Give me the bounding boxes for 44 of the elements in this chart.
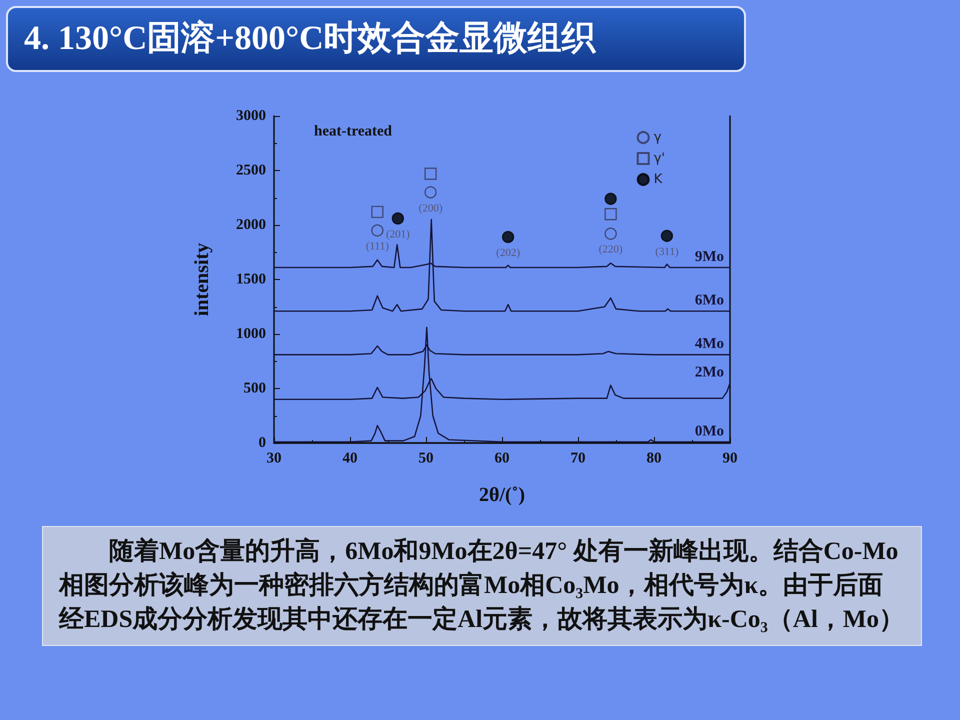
legend-label: γ [654, 130, 662, 145]
series-label: 9Mo [694, 249, 724, 266]
point [604, 228, 617, 240]
series-label: 4Mo [694, 336, 724, 352]
x-tick-label: 60 [494, 450, 510, 466]
series-label: 2Mo [694, 364, 724, 381]
point [502, 230, 514, 244]
x-tick-label: 90 [722, 450, 738, 466]
y-tick-label: 2500 [236, 162, 266, 178]
annotation: (220) [598, 244, 623, 256]
point [424, 186, 437, 198]
point [660, 230, 674, 242]
y-axis-title: intensity [191, 242, 213, 316]
y-tick-label: 1000 [236, 326, 266, 342]
series-label: 0Mo [694, 423, 724, 440]
annotation: (202) [496, 246, 520, 259]
point [371, 206, 384, 218]
line-series [273, 218, 731, 312]
x-tick-label: 50 [418, 450, 434, 466]
y-tick-label: 1500 [236, 272, 266, 288]
legend-label: γ' [654, 151, 666, 166]
x-tick-label: 80 [646, 450, 662, 466]
point [604, 192, 617, 205]
point [424, 168, 437, 180]
point [371, 224, 384, 237]
annotation: (111) [366, 240, 390, 252]
legend-label: K [654, 172, 663, 187]
y-tick-label: 0 [258, 435, 266, 451]
chart-title: 4. 130°C固溶+800°C时效合金显微组织 [6, 6, 746, 72]
point [604, 208, 617, 220]
x-tick-label: 30 [266, 450, 282, 466]
annotation: heat-treated [314, 124, 393, 140]
y-tick-label: 3000 [236, 108, 266, 124]
y-tick-label: 2000 [236, 217, 266, 233]
annotation: (201) [386, 228, 410, 240]
x-tick-label: 70 [570, 450, 586, 466]
text: 随着Mo含量的升高，6Mo和9Mo在2θ=47° 处有一新峰出现。结合Co-Mo相图分析该峰为一种密排六方结构的富Mo相Co₃Mo，相代号为κ。由于后面经EDS成分分析发现其中还存在一定Al元素，故将其表示为κ-Co₃（Al，Mo） [42, 526, 922, 646]
series-label: 6Mo [694, 292, 724, 309]
y-tick-label: 500 [244, 380, 266, 396]
annotation: (311) [655, 246, 679, 258]
annotation: (200) [418, 202, 443, 214]
x-axis-title: 2θ/(˚) [479, 484, 525, 506]
x-tick-label: 40 [342, 450, 358, 466]
point [392, 212, 404, 225]
